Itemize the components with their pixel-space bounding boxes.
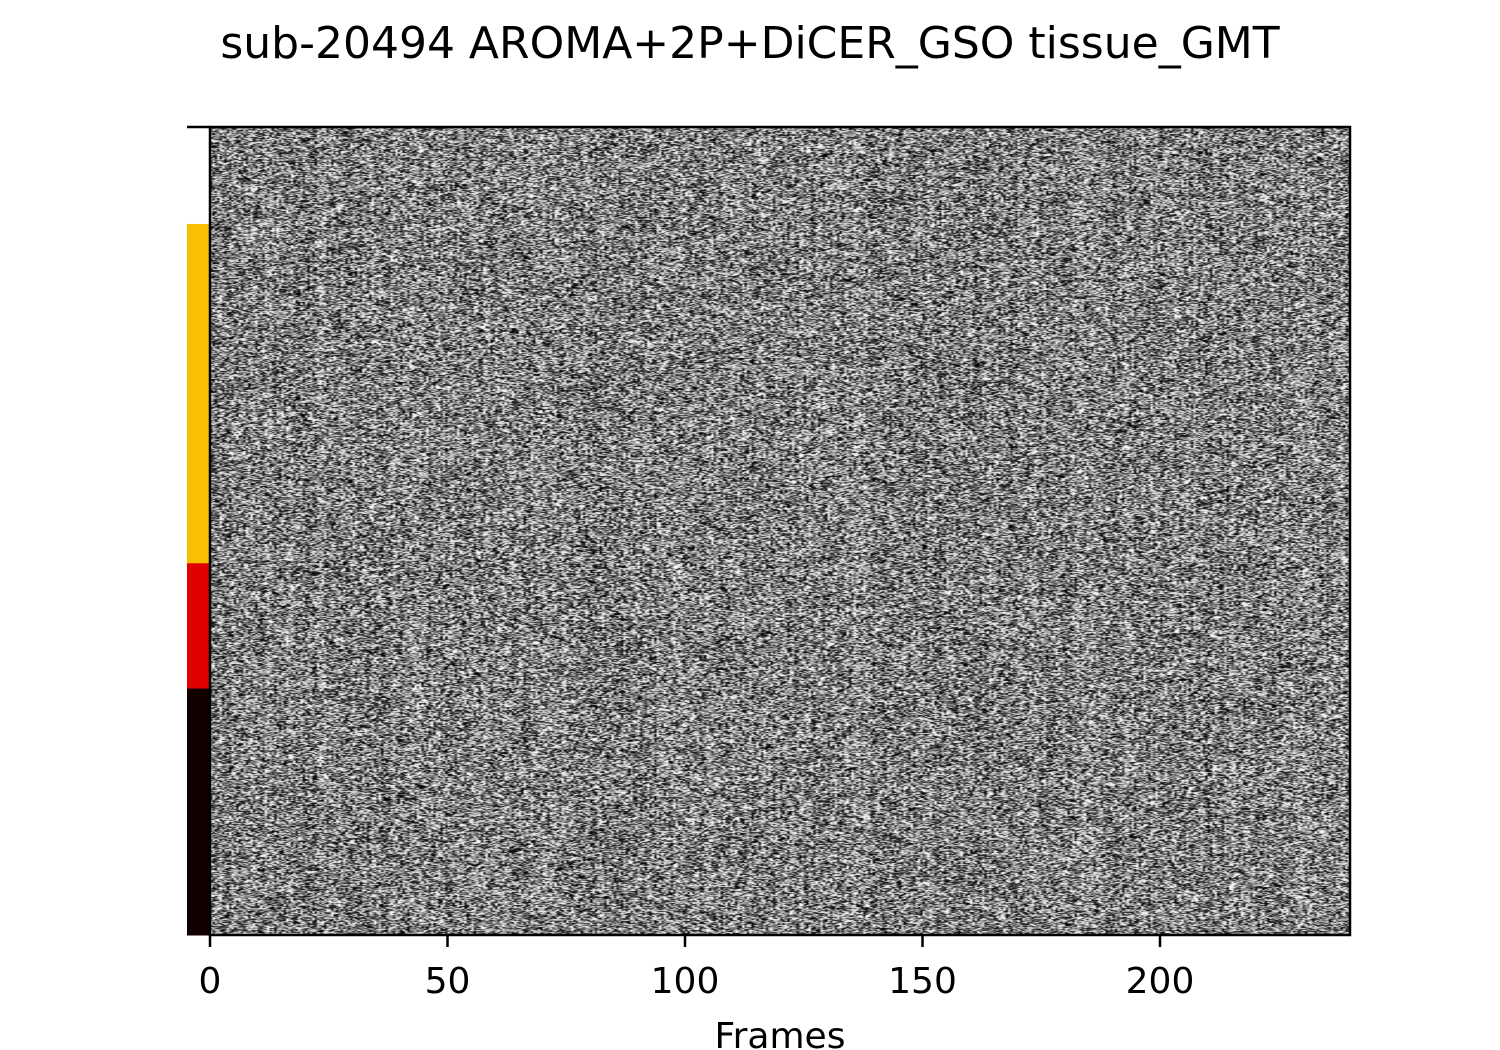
tissue-segment-csf [187,688,210,936]
tissue-segment-gray-matter [187,223,210,564]
x-axis: 0 50 100 150 200 [199,935,1195,1002]
tissue-segment-white-matter [187,563,210,690]
x-axis-label: Frames [715,1016,846,1050]
x-tick-label-150: 150 [888,961,957,1002]
x-tick-label-100: 100 [651,961,720,1002]
x-tick-label-200: 200 [1126,961,1195,1002]
tissue-bar [187,127,210,936]
chart-title: sub-20494 AROMA+2P+DiCER_GSO tissue_GMT [220,18,1279,69]
x-tick-label-50: 50 [425,961,471,1002]
plot-frame [208,125,1352,937]
x-tick-label-0: 0 [199,961,222,1002]
carpet-heatmap [210,127,1350,935]
tissue-segment-unlabeled [187,127,210,225]
plot-area [208,125,1352,937]
